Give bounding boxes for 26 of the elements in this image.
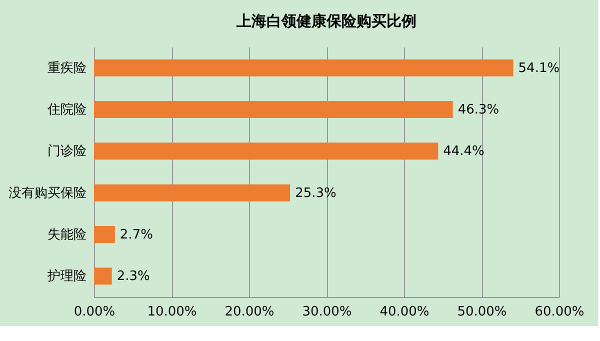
x-tick-label: 10.00% [147, 304, 197, 320]
y-tick-label: 失能险 [48, 228, 86, 242]
bar [94, 59, 514, 76]
data-label: 44.4% [443, 144, 484, 160]
y-tick-label: 住院险 [46, 102, 86, 118]
data-label: 2.7% [120, 228, 153, 242]
x-tick-label: 40.00% [380, 304, 430, 320]
data-label: 54.1% [518, 60, 560, 76]
x-tick-label: 0.00% [74, 304, 116, 320]
x-tick-label: 50.00% [457, 304, 507, 320]
x-tick-label: 30.00% [302, 304, 352, 320]
y-tick-label: 护理险 [46, 269, 86, 284]
data-label: 2.3% [116, 269, 150, 284]
y-tick-label: 重疾险 [48, 60, 86, 76]
data-label: 46.3% [458, 102, 500, 118]
bar [94, 142, 438, 160]
bar [94, 184, 290, 202]
bar [94, 268, 112, 285]
y-tick-label: 没有购买保险 [8, 186, 86, 201]
bar [94, 101, 453, 118]
chart-title: 上海白领健康保险购买比例 [236, 12, 416, 30]
data-label: 25.3% [295, 186, 336, 201]
x-tick-label: 60.00% [534, 304, 584, 320]
x-tick-label: 20.00% [224, 304, 274, 320]
y-tick-label: 门诊险 [48, 143, 86, 160]
bar [94, 226, 115, 243]
